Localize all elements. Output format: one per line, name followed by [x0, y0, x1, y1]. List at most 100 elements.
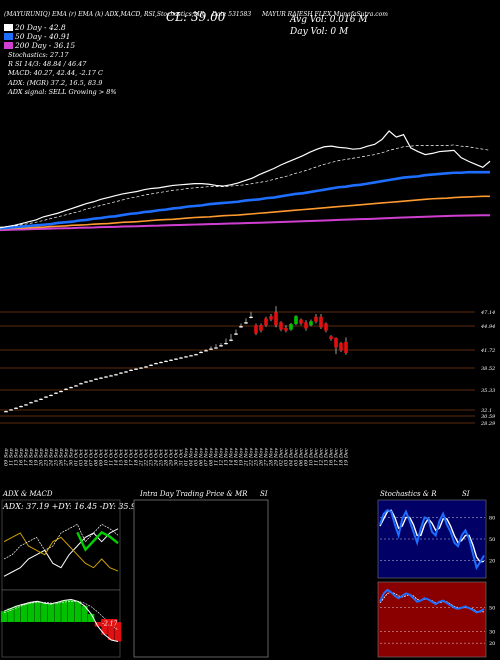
intraday-title: Intra Day Trading Price & MR [139, 490, 248, 498]
macd-bar [114, 622, 122, 642]
x-tick-label: 19 Sep [34, 448, 40, 466]
candle-body [119, 372, 123, 374]
candle-body [294, 316, 298, 324]
ema200-label: 200 Day - 36.15 [14, 41, 75, 50]
macd-bar [94, 622, 102, 627]
candle-body [259, 325, 263, 331]
x-tick-label: 11 Sep [9, 448, 15, 466]
candle-body [204, 350, 208, 352]
x-tick-label: 28 Oct [164, 448, 170, 467]
x-tick-label: 04 Dec [289, 448, 295, 466]
candle-body [324, 323, 328, 331]
candle-body [129, 369, 133, 371]
macd-bar [54, 602, 61, 622]
series-minus-di [3, 528, 119, 577]
day-vol: Day Vol: 0 M [289, 27, 349, 37]
candle-body [114, 374, 118, 376]
stoch-tick-label: 80 [489, 515, 495, 521]
candle-body [19, 406, 23, 408]
candle-body [9, 409, 13, 411]
candle-body [334, 337, 338, 348]
candle-body [104, 376, 108, 378]
x-tick-label: 30 Oct [174, 448, 180, 466]
candle-body [319, 316, 323, 328]
series-rsi [379, 588, 485, 614]
candle-body [34, 400, 38, 402]
candle-body [239, 326, 243, 328]
macd-bar [20, 604, 28, 622]
candle-body [24, 404, 28, 406]
intraday-frame [133, 499, 269, 658]
x-tick-label: 14 Oct [114, 448, 120, 466]
series-ema-100 [0, 195, 490, 230]
x-tick-label: 09 Dec [304, 448, 310, 466]
series-macd [3, 598, 119, 643]
candle-body [39, 398, 43, 400]
candle-body [344, 341, 348, 354]
series-price [0, 130, 491, 229]
x-tick-label: 20 Sep [39, 448, 45, 467]
rsi-tick-label: 30 [489, 629, 495, 635]
ema20-swatch [4, 24, 13, 31]
candle-body [299, 319, 303, 324]
x-tick-label: 25 Nov [254, 448, 260, 467]
y-tick-label: 32.1 [481, 408, 492, 414]
candle-body [329, 336, 333, 340]
macd-badge-bg [101, 619, 117, 627]
candle-body [69, 387, 73, 389]
x-tick-label: 22 Nov [249, 448, 255, 467]
x-tick-label: 24 Oct [154, 448, 160, 467]
x-tick-label: 29 Nov [274, 448, 280, 467]
x-tick-label: 09 Oct [99, 448, 105, 466]
x-tick-label: 18 Oct [134, 448, 140, 466]
candle-body [254, 325, 258, 334]
macd-bar [61, 600, 68, 622]
x-tick-label: 15 Oct [119, 448, 125, 466]
topline-mid: Date 531583 [211, 11, 251, 18]
macd-bar [47, 604, 55, 622]
x-tick-label: 14 Nov [229, 448, 235, 466]
x-tick-label: 18 Dec [339, 448, 345, 466]
candle-body [269, 316, 273, 320]
candle-body [284, 327, 288, 331]
x-tick-label: 03 Dec [284, 448, 290, 466]
stochastics-panel: 80 50 20 [377, 499, 495, 579]
adx-readout-panel: ADX: 37.19 +DY: 16.45 -DY: 35.91 [2, 502, 141, 511]
x-tick-label: 08 Nov [209, 448, 215, 466]
macd-bar [0, 611, 8, 622]
x-tick-label: 05 Nov [194, 448, 200, 466]
macd-bar [34, 601, 41, 622]
x-tick-label: 05 Dec [294, 448, 300, 466]
macd-bar [88, 613, 95, 622]
x-tick-label: 16 Sep [19, 448, 25, 466]
ema50-label: 50 Day - 40.91 [15, 32, 70, 41]
x-tick-label: 10 Dec [309, 448, 315, 466]
macd-bar [7, 608, 14, 622]
y-tick-label: 41.72 [480, 348, 495, 354]
close-label: CL: 39.00 [166, 10, 226, 24]
x-tick-label: 24 Sep [49, 448, 55, 467]
ema20-label: 20 Day - 42.8 [14, 23, 66, 32]
macd-bar [41, 603, 48, 622]
candle-body [109, 375, 113, 377]
x-tick-label: 17 Dec [334, 448, 340, 466]
macd-bar [108, 622, 115, 640]
candle-body [124, 371, 128, 373]
candle-body [264, 318, 268, 326]
x-tick-label: 06 Dec [299, 448, 305, 466]
x-tick-label: 17 Oct [129, 448, 135, 466]
candle-body [84, 381, 88, 383]
candle-body [64, 388, 68, 390]
x-tick-label: 09 Sep [4, 448, 10, 466]
ema50-swatch [4, 33, 13, 40]
x-tick-label: 10 Oct [104, 448, 110, 466]
stoch-tick-label: 50 [489, 537, 495, 543]
candle-body [244, 322, 248, 324]
candle-body [289, 324, 293, 330]
candle-body [164, 360, 168, 363]
y-tick-label: 30.59 [481, 414, 496, 420]
candle-body [49, 394, 53, 397]
stoch-tick-label: 20 [489, 559, 495, 565]
